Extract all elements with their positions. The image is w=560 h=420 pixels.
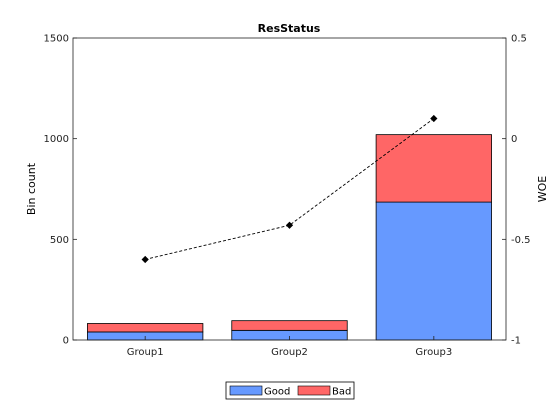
woe-line [141,114,438,264]
woe-point-group3 [430,114,438,123]
y2-tick-label: 0.5 [511,34,527,45]
bars [87,134,492,341]
bar-bad-group1 [87,323,204,333]
legend-label-bad: Bad [332,387,351,398]
woe-point-group1 [141,255,149,264]
y-tick-label: 1500 [44,34,69,45]
legend-swatch-bad [297,385,331,396]
legend: Good Bad [225,381,355,400]
y-tick-label: 1000 [44,134,69,145]
y-tick-label: 0 [63,336,69,347]
y2-tick-label: -0.5 [511,235,531,246]
x-tick-label: Group3 [415,347,452,358]
y-tick-label: 500 [50,235,69,246]
chart-title: ResStatus [258,22,321,35]
legend-label-good: Good [264,387,290,398]
x-tick-label: Group2 [271,347,308,358]
y2-tick-label: 0 [511,134,517,145]
y2-axis-label: WOE [536,176,549,203]
x-tick-label: Group1 [127,347,164,358]
bar-bad-group3 [375,134,492,203]
woe-point-group2 [285,221,294,229]
axes [72,37,507,341]
y2-tick-label: -1 [511,336,521,347]
bar-good-group3 [375,201,492,341]
legend-swatch-good [229,385,263,396]
bar-bad-group2 [231,320,348,331]
woe-line-path [145,118,435,260]
y-axis-label: Bin count [25,162,38,215]
tick-labels: 0 500 1000 1500 -1 -0.5 0 0.5 Group1 Group2 Group3 [44,34,531,359]
